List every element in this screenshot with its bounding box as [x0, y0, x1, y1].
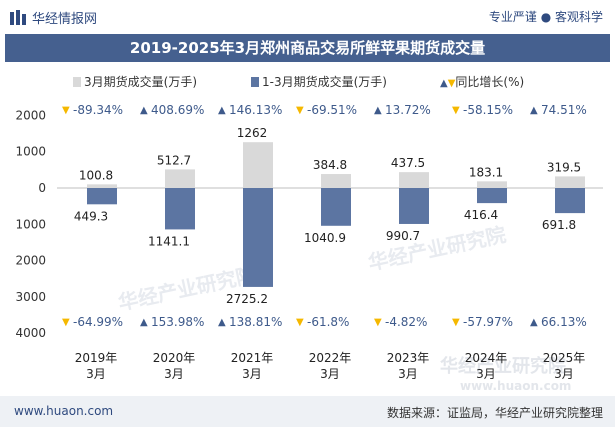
growth-cumulative-label: -57.97% — [463, 315, 513, 329]
growth-cumulative-label: 153.98% — [151, 315, 204, 329]
y-tick-label: 4000 — [15, 326, 46, 340]
bar-cumulative — [399, 188, 429, 224]
legend-item-cumulative: 1-3月期货成交量(万手) — [251, 73, 387, 91]
bar-cumulative — [321, 188, 351, 226]
bar-cumulative — [87, 188, 117, 205]
bar-label-monthly: 384.8 — [313, 158, 347, 172]
x-tick-label: 2021年 — [231, 351, 274, 365]
growth-monthly-label: -89.34% — [73, 103, 123, 117]
bar-monthly — [399, 172, 429, 188]
bar-label-monthly: 1262 — [237, 126, 268, 140]
chart-title: 2019-2025年3月郑州商品交易所鲜苹果期货成交量 — [5, 34, 610, 62]
triangle-up-icon: ▲ — [440, 78, 448, 89]
x-tick-label: 2024年 — [465, 351, 508, 365]
x-tick-label: 3月 — [398, 367, 418, 381]
growth-cumulative-label: -64.99% — [73, 315, 123, 329]
legend-item-monthly: 3月期货成交量(万手) — [73, 73, 197, 91]
growth-down-marker: ▼ — [296, 105, 304, 116]
y-tick-label: 0 — [38, 181, 46, 195]
growth-monthly-label: 74.51% — [541, 103, 587, 117]
bar-label-monthly: 437.5 — [391, 156, 425, 170]
x-tick-label: 2025年 — [543, 351, 586, 365]
bar-label-cumulative: 691.8 — [542, 218, 576, 232]
legend-label-monthly: 3月期货成交量(万手) — [84, 75, 197, 89]
bar-cumulative — [555, 188, 585, 214]
growth-down-marker: ▼ — [296, 317, 304, 328]
bar-chart: 华经产业研究院华经产业研究院华经产业研究院www.huaon.com200010… — [15, 103, 603, 393]
x-tick-label: 2020年 — [153, 351, 196, 365]
footer: www.huaon.com 数据来源：证监局，华经产业研究院整理 — [0, 396, 615, 427]
growth-monthly-label: 146.13% — [229, 103, 282, 117]
x-tick-label: 2023年 — [387, 351, 430, 365]
bar-monthly — [555, 176, 585, 188]
growth-monthly-label: -69.51% — [307, 103, 357, 117]
triangle-down-icon: ▼ — [447, 78, 456, 89]
growth-down-marker: ▼ — [452, 317, 460, 328]
growth-up-marker: ▲ — [374, 105, 382, 116]
x-tick-label: 3月 — [320, 367, 340, 381]
watermark-url: www.huaon.com — [460, 379, 571, 393]
x-tick-label: 2022年 — [309, 351, 352, 365]
bar-monthly — [321, 174, 351, 188]
y-tick-label: 2000 — [15, 254, 46, 268]
footer-website: www.huaon.com — [14, 404, 114, 418]
growth-cumulative-label: 66.13% — [541, 315, 587, 329]
x-tick-label: 3月 — [242, 367, 262, 381]
bar-label-cumulative: 1141.1 — [148, 234, 190, 248]
legend-swatch-cumulative — [251, 77, 259, 87]
y-tick-label: 3000 — [15, 290, 46, 304]
growth-monthly-label: 408.69% — [151, 103, 204, 117]
growth-up-marker: ▲ — [530, 317, 538, 328]
growth-down-marker: ▼ — [62, 317, 70, 328]
x-tick-label: 2019年 — [75, 351, 118, 365]
growth-cumulative-label: 138.81% — [229, 315, 282, 329]
y-tick-label: 1000 — [15, 145, 46, 159]
brand-name: 华经情报网 — [32, 12, 98, 27]
bar-label-monthly: 319.5 — [547, 160, 581, 174]
y-tick-label: 1000 — [15, 217, 46, 231]
watermark-text: 华经产业研究院 — [440, 355, 566, 377]
growth-up-marker: ▲ — [140, 105, 148, 116]
top-bar: 华经情报网 专业严谨 ● 客观科学 — [0, 0, 615, 34]
bar-label-cumulative: 1040.9 — [304, 231, 346, 245]
bar-monthly — [477, 181, 507, 188]
growth-monthly-label: 13.72% — [385, 103, 431, 117]
growth-cumulative-label: -4.82% — [385, 315, 427, 329]
bar-monthly — [87, 184, 117, 188]
tagline: 专业严谨 ● 客观科学 — [488, 10, 603, 24]
watermark-text: 华经产业研究院 — [116, 262, 258, 315]
x-tick-label: 3月 — [86, 367, 106, 381]
bar-label-cumulative: 416.4 — [464, 208, 498, 222]
bar-monthly — [243, 142, 273, 188]
x-tick-label: 3月 — [164, 367, 184, 381]
y-tick-label: 2000 — [15, 108, 46, 122]
bar-cumulative — [243, 188, 273, 287]
x-tick-label: 3月 — [476, 367, 496, 381]
bar-label-monthly: 100.8 — [79, 168, 113, 182]
growth-down-marker: ▼ — [452, 105, 460, 116]
growth-down-marker: ▼ — [374, 317, 382, 328]
legend-swatch-monthly — [73, 77, 81, 87]
legend-label-growth: 同比增长(%) — [455, 75, 525, 89]
bar-cumulative — [477, 188, 507, 204]
growth-up-marker: ▲ — [218, 105, 226, 116]
bar-label-cumulative: 2725.2 — [226, 292, 268, 306]
growth-up-marker: ▲ — [140, 317, 148, 328]
bar-label-cumulative: 990.7 — [386, 229, 420, 243]
bar-monthly — [165, 169, 195, 188]
bar-label-cumulative: 449.3 — [74, 209, 108, 223]
footer-source: 数据来源：证监局，华经产业研究院整理 — [386, 406, 603, 420]
growth-up-marker: ▲ — [530, 105, 538, 116]
huajing-logo-icon — [10, 10, 26, 25]
legend-item-growth: ▲▼同比增长(%) — [440, 73, 524, 91]
bar-label-monthly: 183.1 — [469, 165, 503, 179]
growth-down-marker: ▼ — [62, 105, 70, 116]
bar-cumulative — [165, 188, 195, 230]
legend-label-cumulative: 1-3月期货成交量(万手) — [262, 75, 387, 89]
bar-label-monthly: 512.7 — [157, 153, 191, 167]
growth-monthly-label: -58.15% — [463, 103, 513, 117]
x-tick-label: 3月 — [554, 367, 574, 381]
growth-up-marker: ▲ — [218, 317, 226, 328]
growth-cumulative-label: -61.8% — [307, 315, 349, 329]
